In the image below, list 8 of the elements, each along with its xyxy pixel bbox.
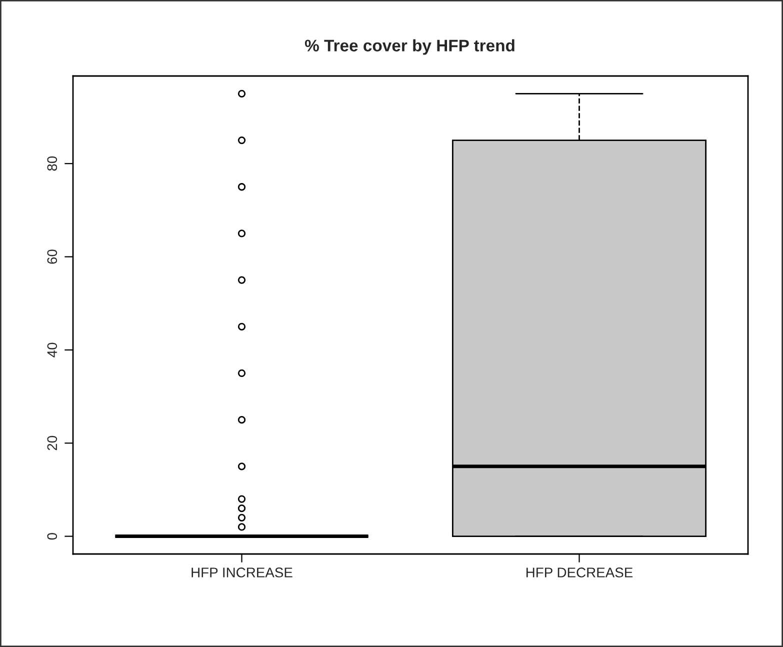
y-tick-label: 80 <box>47 156 58 171</box>
y-tick-label: 20 <box>47 436 58 450</box>
x-tick-label: HFP INCREASE <box>192 568 292 578</box>
x-tick-label: HFP DECREASE <box>526 568 633 578</box>
y-tick-label: 40 <box>47 342 58 358</box>
y-tick-label: 60 <box>47 250 58 264</box>
chart-title: % Tree cover by HFP trend <box>304 39 514 55</box>
y-tick-label: 0 <box>47 532 58 540</box>
